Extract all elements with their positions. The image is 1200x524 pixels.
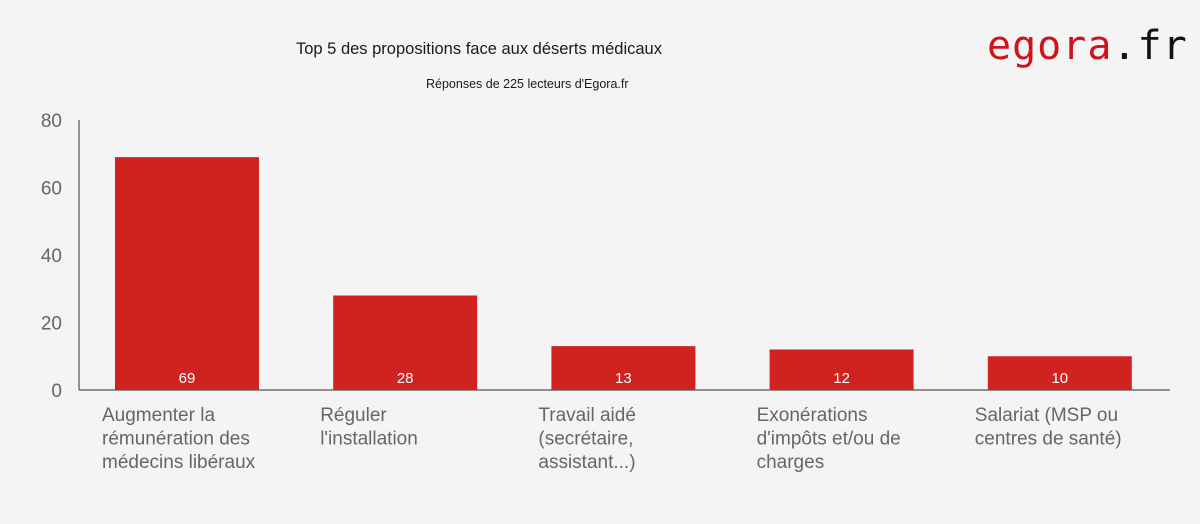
bar-data-label: 10 [1051, 370, 1068, 387]
bar-data-label: 13 [615, 370, 632, 387]
x-category-label: Augmenter la [102, 405, 215, 426]
chart-subtitle: Réponses de 225 lecteurs d'Egora.fr [426, 77, 629, 91]
bar [551, 346, 696, 390]
y-tick-label: 20 [41, 314, 62, 335]
y-tick-label: 0 [51, 381, 62, 402]
bar [769, 349, 914, 390]
bar [115, 157, 259, 390]
y-tick-label: 80 [41, 111, 62, 132]
bar-data-label: 12 [833, 370, 850, 387]
egora-logo: egora.fr [987, 26, 1188, 66]
x-category-label: charges [757, 452, 825, 473]
x-category-label: assistant...) [538, 452, 635, 473]
logo-tld: .fr [1112, 23, 1188, 69]
y-tick-label: 40 [41, 246, 62, 267]
x-category-label: rémunération des [102, 429, 250, 450]
x-category-label: centres de santé) [975, 429, 1122, 450]
bar-data-label: 69 [179, 370, 196, 387]
bar [987, 356, 1132, 390]
x-category-label: (secrétaire, [538, 429, 633, 450]
x-category-label: Réguler [320, 405, 387, 426]
x-category-label: Exonérations [757, 405, 868, 426]
x-category-label: Salariat (MSP ou [975, 405, 1118, 426]
x-category-label: d'impôts et/ou de [757, 429, 901, 450]
bar-data-label: 28 [397, 370, 414, 387]
logo-name: egora [987, 23, 1113, 69]
x-category-label: Travail aidé [538, 405, 636, 426]
bar [333, 295, 478, 390]
chart-title: Top 5 des propositions face aux déserts … [296, 40, 662, 58]
x-category-label: médecins libéraux [102, 452, 256, 473]
x-category-label: l'installation [320, 429, 418, 450]
y-tick-label: 60 [41, 179, 62, 200]
